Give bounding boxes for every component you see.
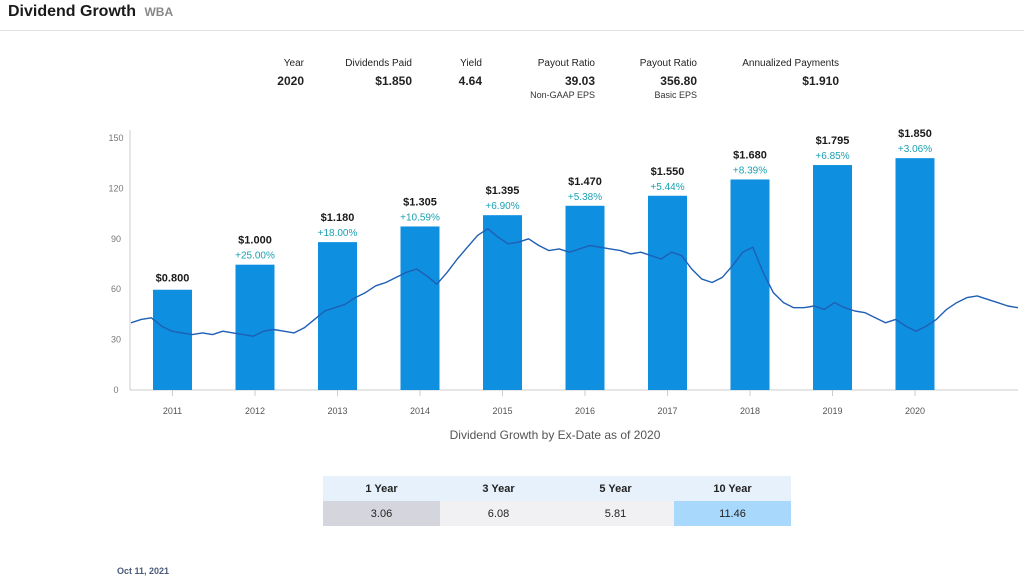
bar-value-label: $1.680 (733, 149, 767, 161)
stat-value: 4.64 (458, 74, 482, 88)
stat-value: $1.910 (802, 74, 839, 88)
x-tick-label: 2015 (492, 406, 512, 416)
dividend-bar (895, 158, 935, 390)
header: Dividend Growth WBA (0, 0, 1024, 31)
as-of-date: Oct 11, 2021 (117, 566, 170, 576)
stat-label: Dividends Paid (345, 58, 412, 69)
dividend-bar (235, 264, 275, 390)
growth-header-3y: 3 Year (440, 476, 557, 501)
stat-annualized-payments: Annualized Payments $1.910 (742, 58, 839, 88)
growth-percent-label: +8.39% (733, 165, 767, 176)
dividend-bar (565, 205, 605, 390)
dividend-bar (483, 215, 522, 390)
x-tick-label: 2019 (822, 406, 842, 416)
bar-value-label: $1.305 (403, 196, 437, 208)
y-tick-label: 0 (113, 385, 118, 395)
dividend-bar (648, 195, 687, 390)
price-line (130, 228, 1019, 337)
stat-label: Annualized Payments (742, 58, 839, 69)
dividend-bar (730, 179, 770, 390)
growth-table-value-row: 3.06 6.08 5.81 11.46 (323, 501, 791, 526)
bar-value-label: $1.550 (651, 166, 685, 178)
title-text: Dividend Growth (8, 3, 136, 20)
stat-dividends-paid: Dividends Paid $1.850 (345, 58, 412, 88)
stat-label: Year (283, 58, 304, 69)
bar-value-label: $1.795 (816, 135, 850, 147)
x-tick-label: 2013 (327, 406, 347, 416)
bar-value-label: $1.000 (238, 235, 272, 247)
stat-sublabel: Non-GAAP EPS (530, 90, 595, 100)
y-tick-label: 60 (111, 284, 121, 294)
growth-percent-label: +18.00% (318, 228, 358, 239)
stat-value: 356.80 (660, 74, 697, 88)
growth-value-10y: 11.46 (674, 501, 791, 526)
growth-percent-label: +10.59% (400, 212, 440, 223)
x-tick-label: 2020 (905, 406, 925, 416)
stats-row: Year 2020 Dividends Paid $1.850 Yield 4.… (0, 58, 1024, 108)
stat-value: 2020 (277, 74, 304, 88)
stat-payout-ratio-basic: Payout Ratio 356.80 Basic EPS (640, 58, 697, 100)
stat-value: 39.03 (564, 74, 595, 88)
growth-percent-label: +25.00% (235, 251, 275, 262)
x-tick-label: 2017 (657, 406, 677, 416)
x-tick-label: 2011 (163, 406, 182, 416)
growth-value-3y: 6.08 (440, 501, 557, 526)
dividend-bar (813, 165, 852, 390)
growth-percent-label: +6.85% (815, 151, 849, 162)
growth-header-10y: 10 Year (674, 476, 791, 501)
growth-header-5y: 5 Year (557, 476, 674, 501)
growth-percent-label: +5.44% (650, 182, 684, 193)
stat-year: Year 2020 (277, 58, 304, 88)
growth-value-5y: 5.81 (557, 501, 674, 526)
bar-value-label: $1.180 (321, 212, 355, 224)
ticker-symbol: WBA (144, 5, 174, 19)
growth-percent-label: +3.06% (898, 144, 932, 155)
growth-percent-label: +6.90% (485, 201, 519, 212)
stat-label: Payout Ratio (537, 58, 595, 69)
stat-label: Yield (460, 58, 482, 69)
bar-value-label: $0.800 (156, 273, 190, 285)
x-tick-label: 2016 (575, 406, 595, 416)
growth-header-1y: 1 Year (323, 476, 440, 501)
growth-percent-label: +5.38% (568, 192, 602, 203)
stat-value: $1.850 (375, 74, 412, 88)
x-tick-label: 2012 (245, 406, 265, 416)
bar-value-label: $1.470 (568, 176, 602, 188)
dividend-bar (318, 242, 357, 390)
bar-value-label: $1.850 (898, 128, 932, 140)
y-tick-label: 120 (108, 183, 123, 193)
stat-sublabel: Basic EPS (654, 90, 697, 100)
y-tick-label: 30 (111, 335, 121, 345)
x-tick-label: 2018 (740, 406, 760, 416)
growth-table: 1 Year 3 Year 5 Year 10 Year 3.06 6.08 5… (323, 476, 791, 526)
x-tick-label: 2014 (410, 406, 430, 416)
chart-caption: Dividend Growth by Ex-Date as of 2020 (449, 428, 661, 442)
stat-yield: Yield 4.64 (459, 58, 482, 88)
stat-payout-ratio-non-gaap: Payout Ratio 39.03 Non-GAAP EPS (530, 58, 595, 100)
stat-label: Payout Ratio (639, 58, 697, 69)
bar-value-label: $1.395 (486, 185, 520, 197)
y-tick-label: 150 (108, 133, 123, 143)
dividend-bar (400, 226, 440, 390)
dividend-bar (153, 289, 192, 390)
growth-table-header-row: 1 Year 3 Year 5 Year 10 Year (323, 476, 791, 501)
dividend-chart: 0 30 60 90 120 150 2011 $0.800 2012 $1.000 +25.00%… (108, 128, 1019, 416)
page-title: Dividend Growth WBA (8, 3, 173, 21)
growth-value-1y: 3.06 (323, 501, 440, 526)
y-tick-label: 90 (111, 234, 121, 244)
